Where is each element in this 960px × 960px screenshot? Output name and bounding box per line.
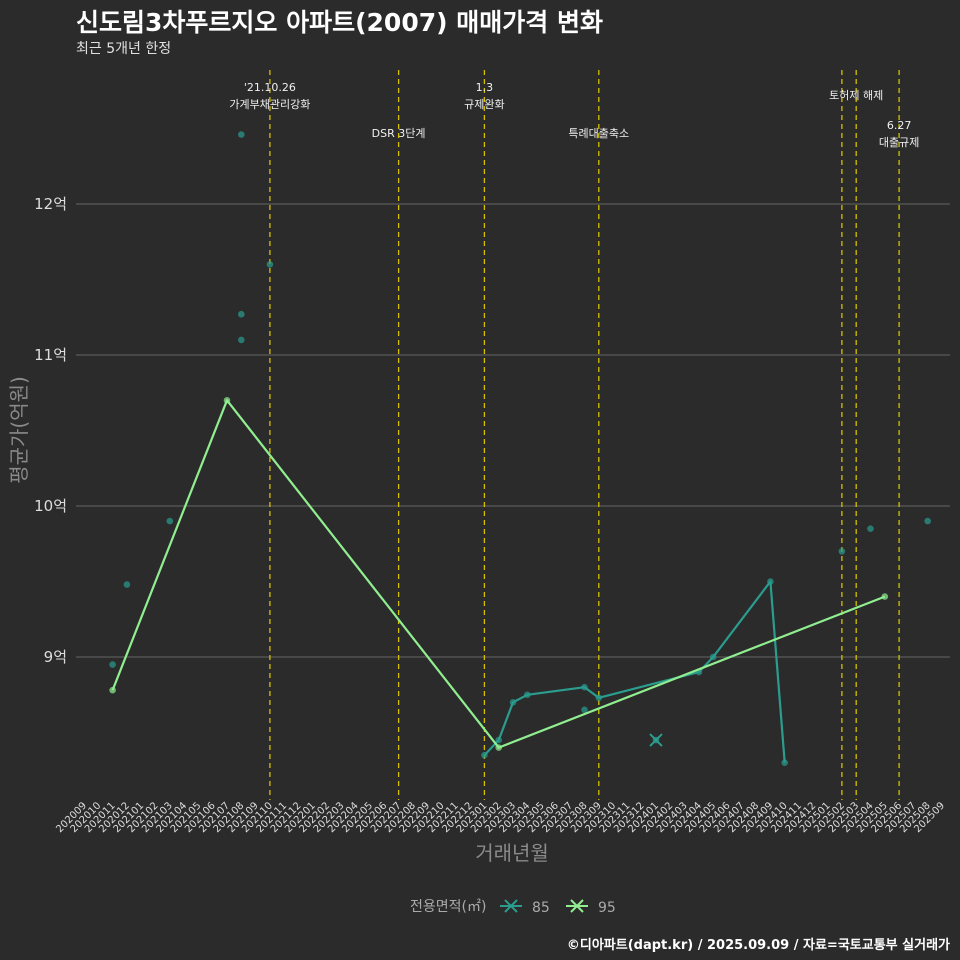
data-point-85 <box>166 517 174 525</box>
event-label: 6.27 <box>887 119 912 132</box>
y-axis-title: 평균가(억원) <box>7 376 31 484</box>
event-label: 토허제 해제 <box>829 88 883 102</box>
data-point-85 <box>266 261 274 268</box>
data-point-85 <box>238 131 245 138</box>
data-point-85 <box>709 653 717 661</box>
data-point-cross-85 <box>649 733 663 747</box>
y-tick-label: 11억 <box>34 346 67 364</box>
chart-subtitle: 최근 5개년 한정 <box>76 41 172 57</box>
data-point-85 <box>495 736 503 744</box>
credit-text: ©디아파트(dapt.kr) / 2025.09.09 / 자료=국토교통부 실… <box>566 938 950 953</box>
event-label: 특례대출축소 <box>568 127 629 140</box>
data-point-95 <box>109 686 116 694</box>
data-point-85 <box>238 336 245 344</box>
event-label: 대출규제 <box>879 136 919 149</box>
data-point-85 <box>581 683 588 691</box>
event-label: 가계부채관리강화 <box>229 98 310 111</box>
y-tick-label: 9억 <box>44 648 67 666</box>
legend-label: 95 <box>598 900 616 916</box>
data-point-85 <box>238 310 245 318</box>
y-tick-label: 10억 <box>34 497 67 515</box>
data-point-85 <box>595 694 603 702</box>
legend-swatch-marker <box>570 899 584 913</box>
data-point-85 <box>123 581 131 588</box>
legend-swatch-marker <box>504 899 518 913</box>
y-tick-label: 12억 <box>34 195 67 213</box>
data-point-95 <box>881 593 889 600</box>
data-point-85 <box>838 548 846 555</box>
event-label: '21.10.26 <box>244 81 296 94</box>
x-axis-title: 거래년월 <box>475 841 549 865</box>
event-label: 규제완화 <box>464 98 504 111</box>
data-point-85 <box>767 578 774 585</box>
data-point-85 <box>509 699 517 706</box>
data-point-85 <box>481 751 488 759</box>
chart-title: 신도림3차푸르지오 아파트(2007) 매매가격 변화 <box>76 8 603 37</box>
data-point-85 <box>924 517 931 525</box>
data-point-85 <box>581 706 588 714</box>
data-point-95 <box>495 744 503 751</box>
series-line-95 <box>111 399 886 749</box>
series-line-85 <box>483 580 786 763</box>
legend-title: 전용면적(㎡) <box>410 899 486 915</box>
event-label: 1.3 <box>476 81 494 94</box>
data-point-85 <box>524 691 531 699</box>
data-point-85 <box>867 525 874 532</box>
data-point-95 <box>223 397 231 404</box>
event-label: DSR 3단계 <box>372 127 426 140</box>
data-point-85 <box>109 661 116 668</box>
data-point-85 <box>781 759 788 766</box>
legend-label: 85 <box>532 900 550 916</box>
